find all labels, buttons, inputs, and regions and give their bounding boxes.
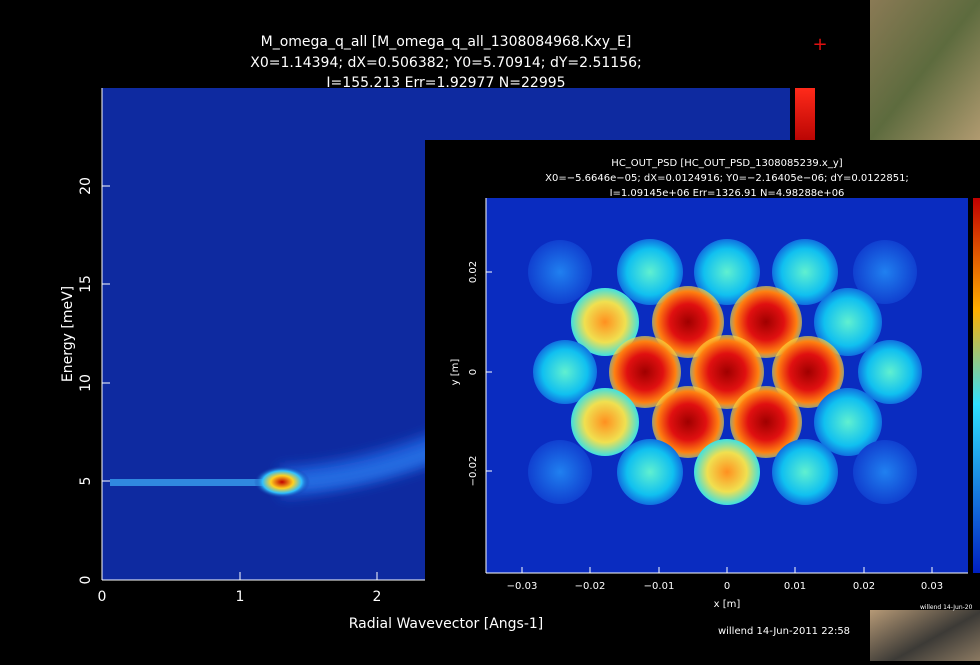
- x-tick-label: 1: [236, 589, 245, 605]
- x-tick-label: 0.02: [853, 581, 875, 592]
- x-tick-label: 0.01: [784, 581, 806, 592]
- y-tick-label: 5: [78, 477, 94, 486]
- x-tick-label: 0: [724, 581, 730, 592]
- x-axis-label: Radial Wavevector [Angs-1]: [349, 616, 544, 632]
- x-tick-label: −0.01: [644, 581, 675, 592]
- heatmap-peak: [254, 466, 310, 498]
- x-tick-label: −0.03: [507, 581, 538, 592]
- title-line: HC_OUT_PSD [HC_OUT_PSD_1308085239.x_y]: [611, 158, 842, 169]
- y-tick-label: 10: [78, 374, 94, 392]
- footer: willend 14-Jun-2011 22:58: [718, 626, 850, 637]
- title-line: M_omega_q_all [M_omega_q_all_1308084968.…: [261, 34, 632, 50]
- y-tick-label: 0: [468, 369, 479, 375]
- y-tick-label: 0.02: [468, 261, 479, 283]
- y-tick-label: 0: [78, 576, 94, 585]
- desktop-photo: [870, 0, 980, 140]
- x-tick-label: −0.02: [575, 581, 606, 592]
- cursor-marker: +: [812, 34, 827, 55]
- x-tick-label: 0: [98, 589, 107, 605]
- colorbar: [973, 198, 980, 573]
- title-line: I=1.09145e+06 Err=1326.91 N=4.98288e+06: [610, 188, 845, 199]
- y-axis-label: y [m]: [450, 359, 461, 386]
- title-line: X0=1.14394; dX=0.506382; Y0=5.70914; dY=…: [250, 55, 642, 71]
- x-tick-label: 2: [373, 589, 382, 605]
- y-tick-label: −0.02: [468, 456, 479, 487]
- y-axis-label: Energy [meV]: [60, 286, 76, 382]
- x-tick-label: 0.03: [921, 581, 943, 592]
- heatmap-spots: [528, 239, 922, 505]
- y-tick-label: 15: [78, 275, 94, 293]
- x-axis-label: x [m]: [714, 599, 741, 610]
- title-line: X0=−5.6646e−05; dX=0.0124916; Y0=−2.1640…: [545, 173, 909, 184]
- y-tick-label: 20: [78, 177, 94, 195]
- screen: + M_omega_q_all [M_omega_q_all_130808496…: [0, 0, 980, 661]
- colorbar: [795, 88, 815, 148]
- footer: willend 14-Jun-20: [920, 604, 973, 611]
- page: {"window_1": { "title": ["M_omega_q_all …: [0, 0, 980, 661]
